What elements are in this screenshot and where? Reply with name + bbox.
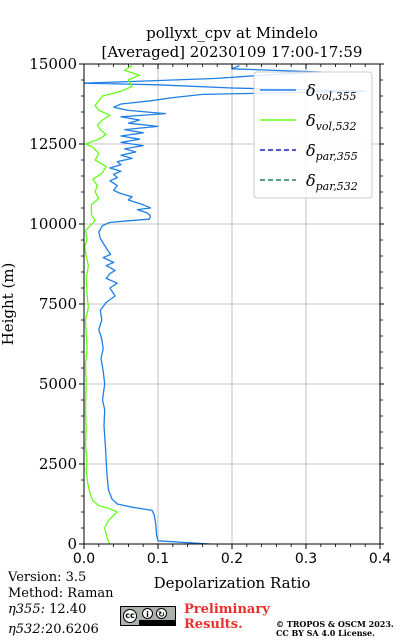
version-text: Version: 3.5	[8, 570, 87, 585]
x-tick-label: 0.4	[369, 551, 391, 567]
x-tick-label: 0.3	[295, 551, 317, 567]
legend-label-subscript: vol,355	[316, 90, 357, 103]
legend-label-subscript: par,355	[316, 150, 358, 163]
eta532-value: 20.6206	[44, 622, 99, 637]
x-axis-label: Depolarization Ratio	[154, 574, 311, 592]
series-line-1	[84, 65, 141, 544]
y-tick-label: 7500	[39, 295, 77, 313]
x-tick-label: 0.2	[221, 551, 243, 567]
y-tick-label: 2500	[39, 455, 77, 473]
y-tick-label: 5000	[39, 375, 77, 393]
legend-label-symbol: δ	[306, 111, 316, 130]
legend-label-subscript: par,532	[316, 180, 358, 193]
ticks: 0.0 0.1 0.2 0.3 0.4 0 2500 5000 7500 10000 12500 15…	[29, 55, 391, 567]
chart-subtitle: [Averaged] 20230109 17:00-17:59	[102, 43, 363, 61]
cc-icon: cc	[123, 609, 137, 623]
copyright-note: © TROPOS & OSCM 2023. CC BY SA 4.0 Licen…	[276, 620, 394, 638]
preliminary-line-1: Preliminary	[184, 602, 270, 617]
preliminary-note: Preliminary Results.	[184, 602, 270, 632]
y-tick-label: 0	[67, 535, 77, 553]
x-tick-label: 0.0	[73, 551, 95, 567]
copyright-line-2: CC BY SA 4.0 License.	[276, 628, 375, 638]
cc-badge-band	[139, 620, 175, 625]
legend-label: δvol,355	[306, 81, 357, 103]
legend-label: δvol,532	[306, 111, 357, 133]
eta355-row: η355: 12.40	[8, 602, 86, 618]
y-tick-label: 15000	[29, 55, 77, 73]
cc-license-badge: cc i ↻	[120, 606, 176, 626]
depolarization-chart: 0.0 0.1 0.2 0.3 0.4 0 2500 5000 7500 10000 12500 15…	[0, 24, 391, 592]
chart-title: pollyxt_cpv at Mindelo	[146, 24, 318, 42]
legend-label-symbol: δ	[306, 171, 316, 190]
y-tick-label: 10000	[29, 215, 77, 233]
method-text: Method: Raman	[8, 586, 114, 601]
eta355-label: η355:	[8, 602, 45, 617]
sa-icon: ↻	[156, 608, 167, 619]
legend-label: δpar,532	[306, 171, 358, 193]
series-lines	[84, 65, 366, 544]
eta532-label: η532:	[8, 622, 45, 637]
by-icon: i	[142, 608, 153, 619]
legend-label-symbol: δ	[306, 81, 316, 100]
series-line-0	[84, 65, 366, 544]
eta355-value: 12.40	[49, 602, 87, 617]
eta532-row: η532:20.6206	[8, 622, 99, 638]
copyright-line-1: © TROPOS & OSCM 2023.	[276, 619, 394, 629]
y-tick-label: 12500	[29, 135, 77, 153]
x-tick-label: 0.1	[147, 551, 169, 567]
legend-label-subscript: vol,532	[316, 120, 357, 133]
legend-label: δpar,355	[306, 141, 358, 163]
legend-label-symbol: δ	[306, 141, 316, 160]
legend-box	[253, 71, 373, 199]
y-axis-label: Height (m)	[0, 263, 17, 346]
preliminary-line-2: Results.	[184, 617, 243, 632]
